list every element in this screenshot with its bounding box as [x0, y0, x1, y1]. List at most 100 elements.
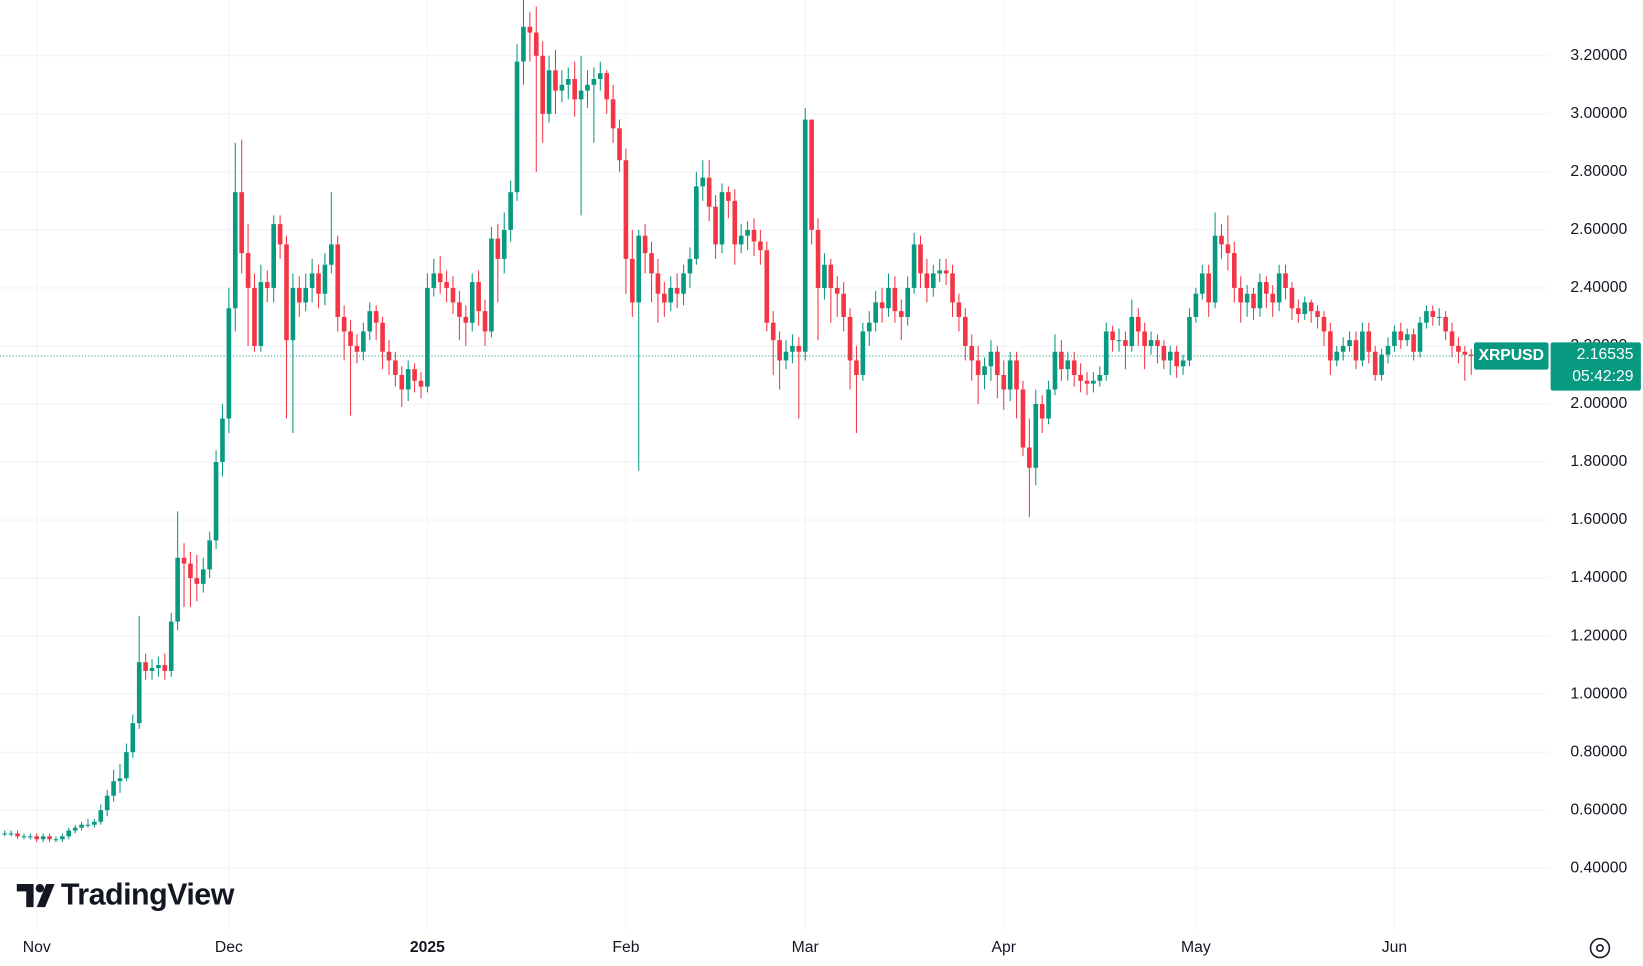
- candle-body: [495, 238, 501, 259]
- candle-body: [85, 824, 91, 826]
- candle-body: [1039, 403, 1045, 419]
- candle-body: [783, 351, 789, 361]
- candle-body: [450, 287, 456, 303]
- candle-body: [879, 302, 885, 309]
- x-tick-label: 2025: [410, 939, 445, 956]
- candle-body: [764, 250, 770, 323]
- candle-body: [1270, 293, 1276, 303]
- candle-body: [924, 273, 930, 288]
- settings-dot[interactable]: [1596, 944, 1604, 953]
- candle-body: [988, 351, 994, 367]
- candle-body: [1174, 351, 1179, 367]
- candle-body: [28, 836, 33, 838]
- x-tick-label: Nov: [23, 939, 51, 956]
- candle-body: [1328, 331, 1333, 361]
- candle-body: [777, 340, 782, 361]
- candle-body: [181, 557, 187, 564]
- candle-body: [329, 244, 334, 265]
- plot: [0, 0, 1549, 843]
- candle-body: [162, 665, 168, 671]
- candle-body: [92, 821, 97, 825]
- candle-body: [111, 781, 116, 796]
- price-label: 2.16535: [1577, 346, 1634, 363]
- settings-icon[interactable]: [1589, 937, 1611, 959]
- candle-body: [226, 308, 232, 419]
- candle-body: [258, 282, 264, 346]
- candle-body: [918, 244, 923, 274]
- candle-body: [501, 229, 507, 259]
- candle-body: [604, 73, 610, 100]
- candle-body: [1321, 316, 1327, 332]
- candle-body: [687, 258, 693, 274]
- candle-body: [636, 235, 642, 303]
- candle-body: [1449, 331, 1455, 346]
- candle-body: [40, 836, 46, 840]
- candle-body: [239, 192, 244, 254]
- candle-body: [572, 78, 577, 100]
- candle-body: [245, 253, 251, 288]
- candle-body: [117, 778, 123, 782]
- y-tick-label: 2.00000: [1570, 395, 1627, 412]
- candle-body: [130, 723, 136, 753]
- candle-body: [316, 273, 321, 294]
- candle-body: [168, 621, 174, 671]
- candle-body: [866, 322, 872, 332]
- y-tick-label: 0.60000: [1570, 801, 1627, 818]
- candle-body: [207, 540, 212, 570]
- candle-body: [264, 282, 270, 288]
- candle-body: [175, 557, 180, 622]
- candle-body: [309, 273, 315, 288]
- candle-body: [8, 833, 14, 835]
- candle-body: [937, 270, 943, 274]
- candle-body: [1443, 316, 1448, 332]
- candle-body: [1366, 331, 1372, 352]
- candle-body: [559, 84, 565, 91]
- logo: TradingView: [16, 878, 235, 912]
- settings-ring[interactable]: [1589, 937, 1611, 959]
- candle-body: [802, 119, 808, 352]
- candle-body: [252, 287, 257, 346]
- candle-body: [796, 345, 802, 352]
- symbol-label: XRPUSD: [1478, 347, 1544, 364]
- candle-body: [617, 128, 622, 161]
- candle-body: [1212, 235, 1218, 303]
- candle-body: [21, 836, 27, 838]
- candle-body: [1334, 351, 1340, 361]
- candle-body: [1385, 345, 1391, 355]
- candle-body: [745, 229, 750, 236]
- watermark: TradingView: [61, 878, 235, 912]
- x-tick-label: Jun: [1382, 939, 1407, 956]
- candle-body: [1193, 293, 1199, 317]
- y-tick-label: 0.80000: [1570, 743, 1627, 760]
- candle-body: [1231, 253, 1237, 288]
- candle-body: [847, 316, 853, 361]
- candle-body: [719, 192, 725, 245]
- candle-body: [1033, 403, 1039, 468]
- candle-body: [700, 177, 706, 187]
- candle-body: [1238, 287, 1244, 303]
- candle-body: [1257, 282, 1263, 309]
- candle-body: [1078, 374, 1083, 381]
- countdown-label: 05:42:29: [1572, 368, 1633, 385]
- candle-body: [1392, 331, 1397, 346]
- candle-body: [1180, 360, 1186, 367]
- candle-body: [1129, 316, 1135, 346]
- candle-body: [713, 206, 718, 245]
- candle-body: [674, 287, 680, 294]
- candle-body: [277, 224, 283, 245]
- y-tick-label: 2.80000: [1570, 163, 1627, 180]
- candle-body: [2, 833, 8, 835]
- candle-body: [1123, 340, 1128, 346]
- candle-body: [1007, 360, 1013, 390]
- candle-body: [1360, 331, 1365, 361]
- x-tick-label: May: [1181, 939, 1211, 956]
- candle-body: [1315, 311, 1320, 317]
- candle-body: [412, 369, 417, 381]
- candle-body: [1379, 354, 1384, 375]
- candle-body: [393, 360, 398, 375]
- candle-body: [194, 578, 200, 584]
- price-axis: 0.40000 0.60000 0.80000 1.00000 1.20000 1.400…: [23, 47, 1641, 956]
- candle-body: [1097, 374, 1103, 381]
- candle-body: [482, 311, 488, 332]
- candle-body: [591, 78, 597, 85]
